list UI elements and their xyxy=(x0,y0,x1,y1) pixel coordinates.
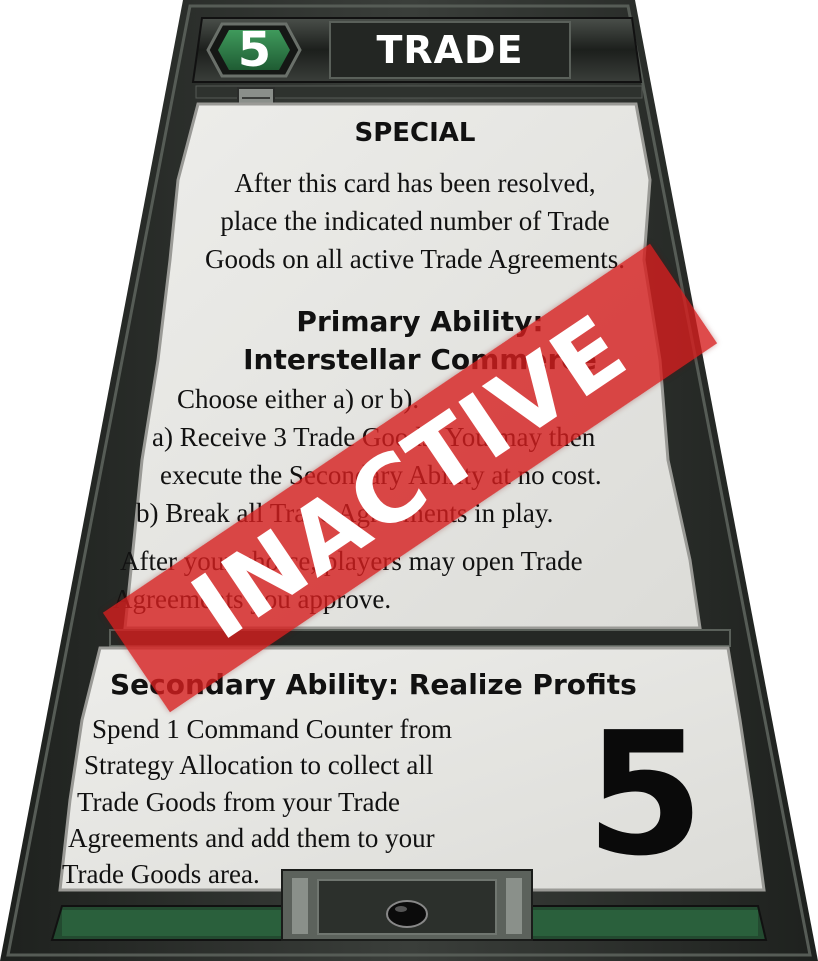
black-gem-icon xyxy=(281,869,533,941)
card-title: TRADE xyxy=(376,28,524,72)
lower-panel xyxy=(58,646,766,892)
trade-goods-value: 5 xyxy=(585,696,705,894)
secondary-line: Agreements and add them to your xyxy=(68,823,435,853)
secondary-line: Spend 1 Command Counter from xyxy=(92,714,452,744)
secondary-line: Trade Goods area. xyxy=(62,859,260,889)
special-text: After this card has been resolved, place… xyxy=(160,164,670,278)
special-line: place the indicated number of Trade xyxy=(220,206,610,236)
special-line: Goods on all active Trade Agreements. xyxy=(205,244,625,274)
upper-panel xyxy=(123,102,702,630)
special-heading: SPECIAL xyxy=(354,118,476,148)
secondary-line: Strategy Allocation to collect all xyxy=(84,750,434,780)
secondary-line: Trade Goods from your Trade xyxy=(77,787,400,817)
special-line: After this card has been resolved, xyxy=(234,168,596,198)
strategy-number-badge: 5 xyxy=(237,22,271,78)
primary-heading-line: Primary Ability: xyxy=(296,305,544,338)
primary-line: Choose either a) or b). xyxy=(177,384,420,414)
